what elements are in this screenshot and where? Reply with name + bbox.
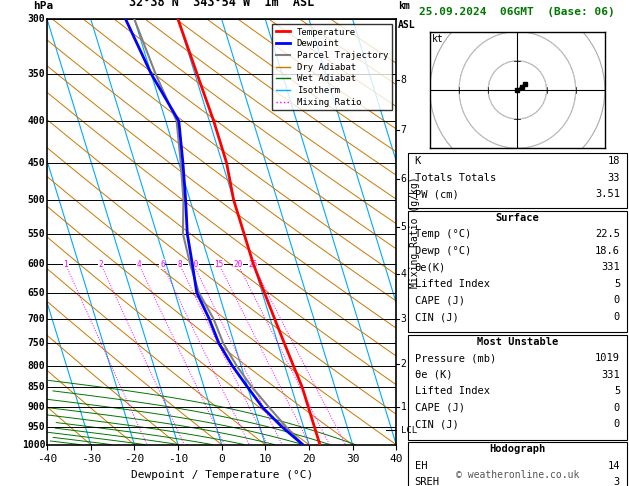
Text: 350: 350 — [28, 69, 45, 79]
Text: 4: 4 — [401, 269, 406, 279]
Text: 8: 8 — [177, 260, 182, 269]
Legend: Temperature, Dewpoint, Parcel Trajectory, Dry Adiabat, Wet Adiabat, Isotherm, Mi: Temperature, Dewpoint, Parcel Trajectory… — [272, 24, 392, 110]
Text: 2: 2 — [99, 260, 103, 269]
Text: 5: 5 — [401, 222, 406, 232]
X-axis label: Dewpoint / Temperature (°C): Dewpoint / Temperature (°C) — [131, 470, 313, 480]
Text: CIN (J): CIN (J) — [415, 419, 459, 430]
Bar — [408, 442, 626, 486]
Text: 1000: 1000 — [22, 440, 45, 450]
Text: 33: 33 — [608, 173, 620, 183]
Text: EH: EH — [415, 461, 427, 471]
Text: 750: 750 — [28, 338, 45, 348]
Text: 6: 6 — [160, 260, 165, 269]
Text: 14: 14 — [608, 461, 620, 471]
Text: 3.51: 3.51 — [595, 189, 620, 199]
Text: θe(K): θe(K) — [415, 262, 446, 273]
Text: 18.6: 18.6 — [595, 246, 620, 256]
Text: 2: 2 — [401, 359, 406, 369]
Text: 22.5: 22.5 — [595, 229, 620, 240]
Text: 331: 331 — [601, 262, 620, 273]
Text: 700: 700 — [28, 313, 45, 324]
Text: 500: 500 — [28, 195, 45, 205]
Text: 950: 950 — [28, 421, 45, 432]
Text: 1: 1 — [64, 260, 68, 269]
Text: 331: 331 — [601, 370, 620, 380]
Text: Dewp (°C): Dewp (°C) — [415, 246, 471, 256]
Text: Pressure (mb): Pressure (mb) — [415, 353, 496, 364]
Text: 1: 1 — [401, 402, 406, 412]
Text: Lifted Index: Lifted Index — [415, 279, 489, 289]
Text: 20: 20 — [233, 260, 243, 269]
Text: 5: 5 — [614, 386, 620, 397]
Text: Lifted Index: Lifted Index — [415, 386, 489, 397]
Text: PW (cm): PW (cm) — [415, 189, 459, 199]
Text: CAPE (J): CAPE (J) — [415, 403, 465, 413]
Text: CAPE (J): CAPE (J) — [415, 295, 465, 306]
Text: 0: 0 — [614, 403, 620, 413]
Text: 10: 10 — [189, 260, 198, 269]
Text: © weatheronline.co.uk: © weatheronline.co.uk — [455, 470, 579, 480]
Text: 900: 900 — [28, 402, 45, 413]
Text: Surface: Surface — [496, 213, 539, 223]
Text: 3: 3 — [401, 314, 406, 324]
Text: SREH: SREH — [415, 477, 440, 486]
Text: 600: 600 — [28, 259, 45, 269]
Text: 0: 0 — [614, 419, 620, 430]
Text: 0: 0 — [614, 295, 620, 306]
Text: 850: 850 — [28, 382, 45, 392]
Text: hPa: hPa — [33, 1, 53, 11]
Text: Temp (°C): Temp (°C) — [415, 229, 471, 240]
Text: 450: 450 — [28, 157, 45, 168]
Text: kt: kt — [431, 34, 443, 44]
Text: 800: 800 — [28, 361, 45, 371]
Text: 18: 18 — [608, 156, 620, 166]
Text: 300: 300 — [28, 15, 45, 24]
Text: Hodograph: Hodograph — [489, 444, 545, 454]
Text: ASL: ASL — [398, 20, 416, 30]
Text: 8: 8 — [401, 75, 406, 85]
Text: θe (K): θe (K) — [415, 370, 452, 380]
Text: 3: 3 — [614, 477, 620, 486]
Text: 25: 25 — [248, 260, 257, 269]
Text: Most Unstable: Most Unstable — [477, 337, 558, 347]
Text: CIN (J): CIN (J) — [415, 312, 459, 322]
Text: 6: 6 — [401, 174, 406, 184]
Text: 1019: 1019 — [595, 353, 620, 364]
Bar — [408, 335, 626, 440]
Text: K: K — [415, 156, 421, 166]
Text: 650: 650 — [28, 288, 45, 297]
Text: 32°38'N  343°54'W  1m  ASL: 32°38'N 343°54'W 1m ASL — [129, 0, 314, 9]
Text: 15: 15 — [214, 260, 224, 269]
Text: Totals Totals: Totals Totals — [415, 173, 496, 183]
Text: km: km — [398, 1, 409, 11]
Text: 0: 0 — [614, 312, 620, 322]
Text: 7: 7 — [401, 125, 406, 135]
Text: 550: 550 — [28, 228, 45, 239]
Text: LCL: LCL — [401, 426, 417, 435]
Text: 25.09.2024  06GMT  (Base: 06): 25.09.2024 06GMT (Base: 06) — [420, 7, 615, 17]
Bar — [408, 211, 626, 332]
Bar — [408, 153, 626, 208]
Text: Mixing Ratio (g/kg): Mixing Ratio (g/kg) — [411, 176, 420, 288]
Text: 4: 4 — [136, 260, 141, 269]
Text: 5: 5 — [614, 279, 620, 289]
Text: 400: 400 — [28, 116, 45, 126]
